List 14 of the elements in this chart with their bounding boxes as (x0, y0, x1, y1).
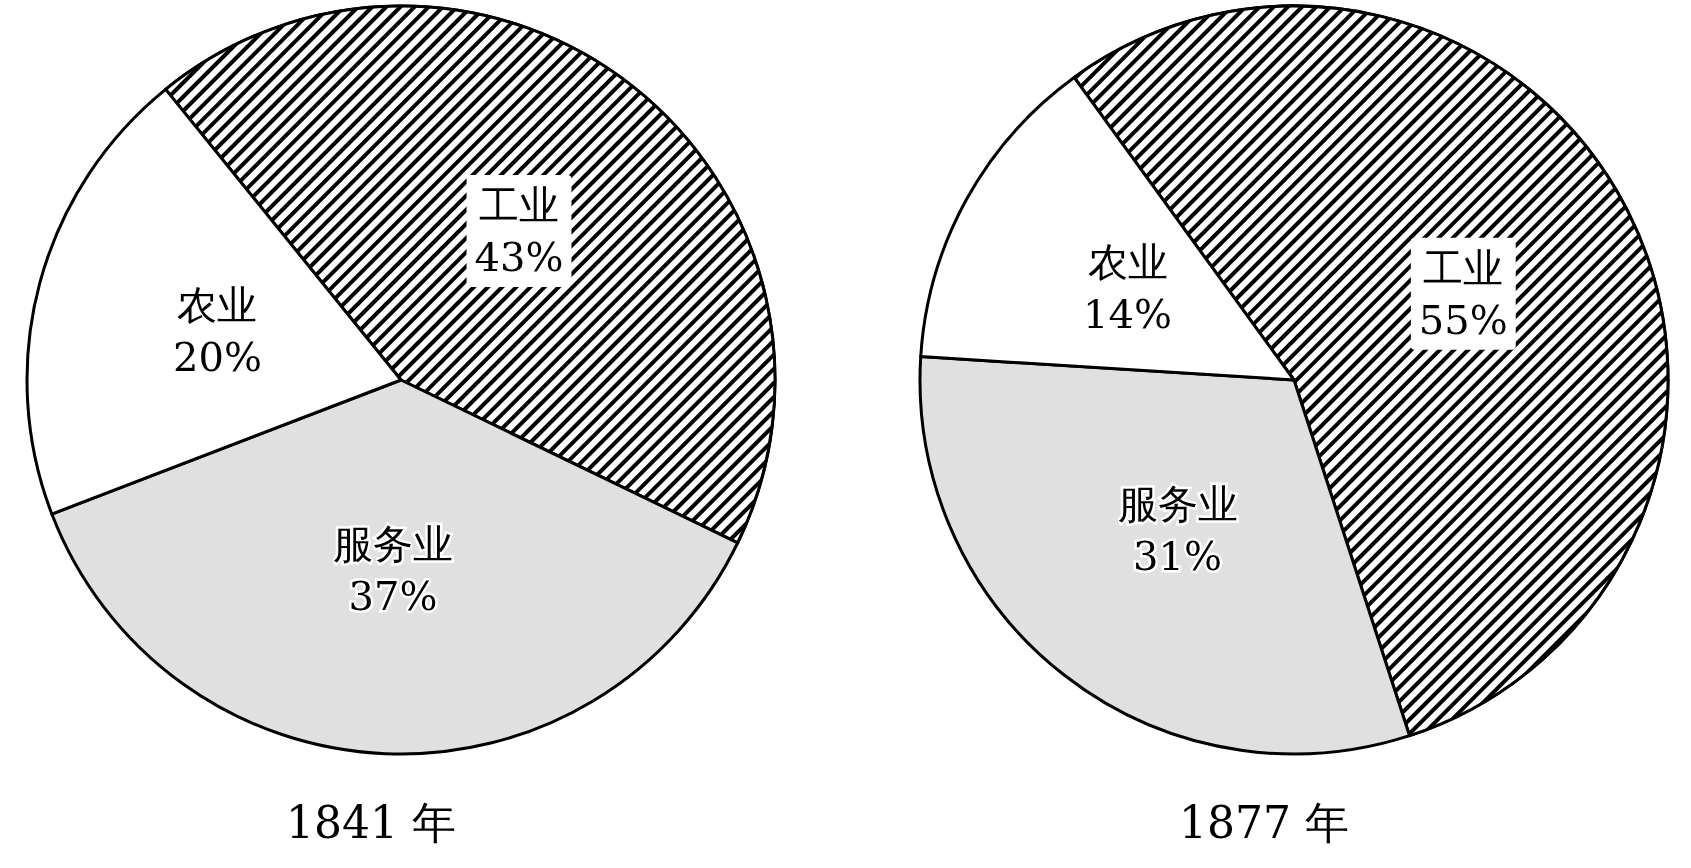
slice-label: 工业 (1423, 244, 1504, 291)
slice-label: 服务业 (1117, 481, 1238, 528)
data-label: 20% (173, 333, 262, 380)
data-label: 31% (1133, 533, 1222, 580)
slice-label: 农业 (177, 281, 258, 328)
text: 1877 年 (1179, 796, 1349, 848)
slice-label: 农业 (1087, 239, 1168, 286)
data-label: 37% (348, 572, 438, 619)
data-label: 14% (1083, 291, 1172, 338)
text: 1841 年 (286, 796, 456, 848)
slice-label: 工业 (479, 182, 560, 229)
data-label: 55% (1418, 296, 1508, 343)
slice-label: 服务业 (333, 520, 454, 567)
data-label: 43% (474, 234, 564, 281)
